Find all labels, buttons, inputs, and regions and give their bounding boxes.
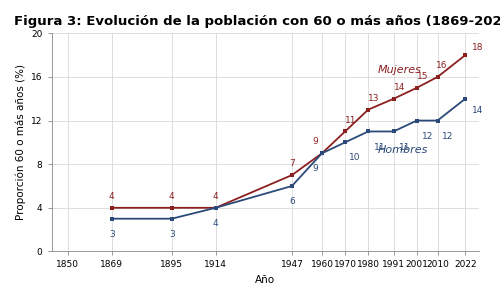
X-axis label: Año: Año <box>256 275 276 285</box>
Text: 11: 11 <box>399 142 410 152</box>
Y-axis label: Proporción 60 o más años (%): Proporción 60 o más años (%) <box>15 64 26 220</box>
Text: 7: 7 <box>289 159 295 168</box>
Text: 10: 10 <box>350 154 361 163</box>
Text: 6: 6 <box>289 197 295 206</box>
Text: 13: 13 <box>368 94 380 103</box>
Text: 12: 12 <box>442 132 453 141</box>
Title: Figura 3: Evolución de la población con 60 o más años (1869-2022): Figura 3: Evolución de la población con … <box>14 15 500 28</box>
Text: 14: 14 <box>472 106 484 115</box>
Text: 12: 12 <box>422 132 434 141</box>
Text: 3: 3 <box>169 230 174 239</box>
Text: 18: 18 <box>472 44 484 52</box>
Text: 3: 3 <box>109 230 114 239</box>
Text: Mujeres: Mujeres <box>378 65 422 75</box>
Text: 4: 4 <box>109 192 114 201</box>
Text: Hombres: Hombres <box>378 145 428 154</box>
Text: 4: 4 <box>213 219 218 228</box>
Text: 9: 9 <box>312 164 318 173</box>
Text: 16: 16 <box>436 61 448 70</box>
Text: 14: 14 <box>394 83 405 92</box>
Text: 4: 4 <box>213 192 218 201</box>
Text: 11: 11 <box>345 116 356 124</box>
Text: 4: 4 <box>169 192 174 201</box>
Text: 9: 9 <box>312 137 318 146</box>
Text: 15: 15 <box>416 72 428 81</box>
Text: 11: 11 <box>374 142 385 152</box>
